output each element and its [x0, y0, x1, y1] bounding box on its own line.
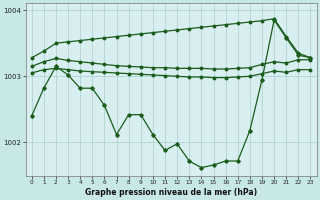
X-axis label: Graphe pression niveau de la mer (hPa): Graphe pression niveau de la mer (hPa)	[85, 188, 257, 197]
